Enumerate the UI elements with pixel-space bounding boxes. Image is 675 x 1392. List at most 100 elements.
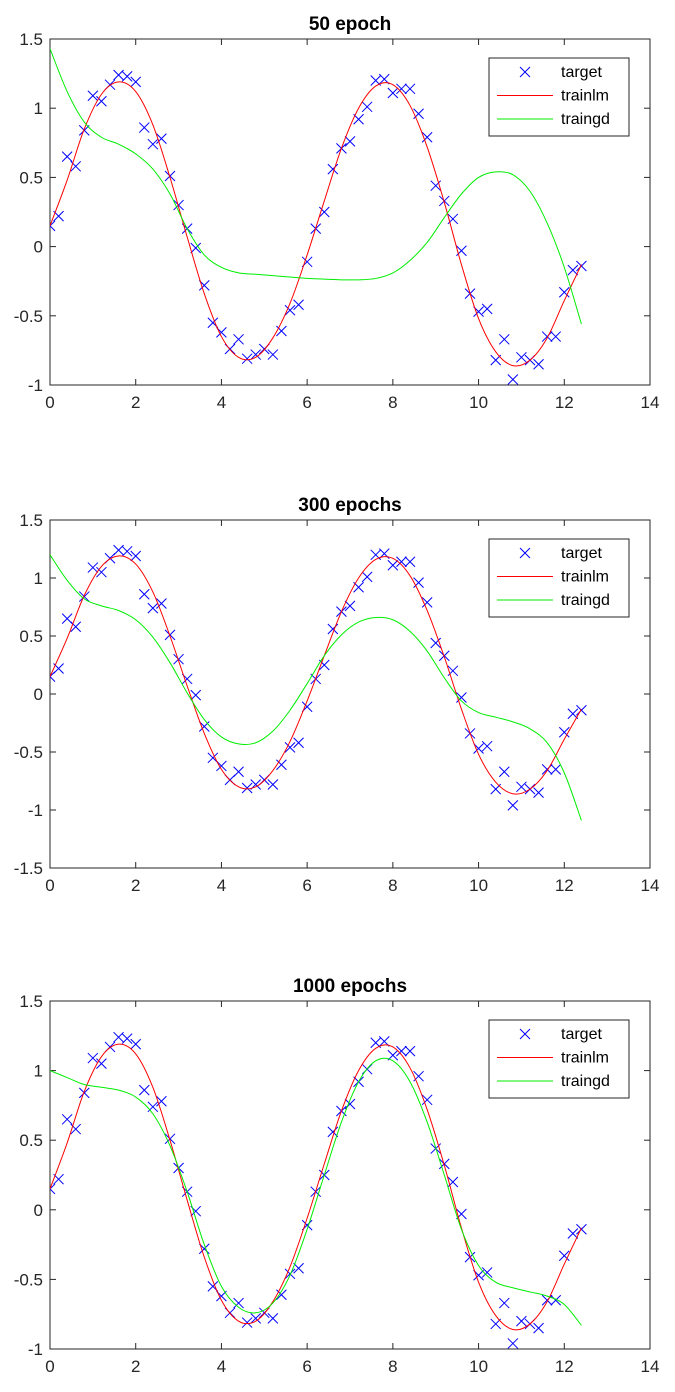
series-target [50, 544, 587, 811]
data-point-x-marker [121, 1033, 133, 1044]
data-point-x-marker [498, 333, 510, 345]
data-point-x-marker [130, 76, 142, 88]
data-point-x-marker [293, 1262, 304, 1274]
series-trainlm-line [50, 555, 582, 795]
data-point-x-marker [404, 556, 416, 568]
data-point-x-marker [481, 303, 493, 315]
data-point-x-marker [567, 1228, 579, 1239]
data-point-x-marker [96, 95, 107, 107]
x-tick-label: 6 [302, 393, 311, 412]
y-tick-label: 0 [34, 685, 43, 704]
data-point-x-marker [138, 1084, 150, 1096]
data-point-x-marker [404, 83, 416, 95]
data-point-x-marker [50, 1183, 56, 1195]
data-point-x-marker [130, 550, 142, 562]
data-point-x-marker [558, 286, 570, 298]
y-tick-label: -0.5 [14, 307, 43, 326]
y-tick-label: 0 [34, 1201, 43, 1220]
x-tick-label: 14 [641, 1357, 660, 1376]
data-point-x-marker [61, 1113, 73, 1125]
data-point-x-marker [70, 621, 82, 633]
x-tick-label: 10 [469, 1357, 488, 1376]
chart-title: 1000 epochs [293, 976, 407, 997]
series-target [50, 1031, 587, 1349]
data-point-x-marker [233, 1297, 244, 1309]
legend-swatch-x-marker [519, 547, 531, 559]
chart-title: 50 epoch [309, 14, 391, 35]
legend: target trainlm traingd [488, 57, 630, 137]
data-point-x-marker [533, 1322, 544, 1334]
data-point-x-marker [121, 545, 133, 557]
data-point-x-marker [284, 742, 296, 753]
x-tick-label: 6 [302, 876, 311, 895]
data-point-x-marker [344, 136, 356, 147]
data-point-x-marker [156, 1095, 167, 1107]
data-point-x-marker [413, 577, 424, 588]
y-tick-label: 1.5 [19, 992, 43, 1011]
legend-label: traingd [561, 592, 610, 609]
data-point-x-marker [558, 726, 570, 738]
subplot-2: 300 epochs 0 2 4 6 8 10 12 14 -1.5 -1 -0.5 0 0.5 1 1.5 t… [14, 495, 660, 895]
data-point-x-marker [576, 260, 587, 272]
data-point-x-marker [576, 1223, 587, 1235]
y-tick-label: -1 [28, 1340, 43, 1359]
data-point-x-marker [550, 331, 562, 342]
data-point-x-marker [96, 566, 107, 578]
data-point-x-marker [516, 781, 527, 793]
data-point-x-marker [87, 90, 99, 102]
data-point-x-marker [241, 1317, 253, 1328]
data-point-x-marker [576, 704, 587, 716]
data-point-x-marker [567, 708, 579, 720]
x-tick-label: 12 [555, 876, 574, 895]
data-point-x-marker [490, 354, 502, 366]
series-traingd-line [50, 1057, 582, 1326]
data-point-x-marker [387, 559, 399, 571]
data-point-x-marker [61, 151, 73, 162]
data-point-x-marker [567, 264, 579, 276]
legend-label: target [561, 545, 602, 562]
data-point-x-marker [396, 556, 407, 568]
data-point-x-marker [430, 637, 442, 649]
data-point-x-marker [78, 124, 90, 136]
y-tick-label: -0.5 [14, 743, 43, 762]
series-traingd-line [50, 554, 582, 821]
data-point-x-marker [284, 1268, 296, 1280]
data-point-x-marker [516, 1315, 527, 1327]
data-point-x-marker [353, 113, 364, 125]
data-point-x-marker [481, 1267, 493, 1278]
data-point-x-marker [113, 544, 124, 556]
legend-label: trainlm [561, 1050, 609, 1067]
x-tick-label: 0 [45, 393, 54, 412]
x-tick-label: 12 [555, 1357, 574, 1376]
data-point-x-marker [421, 597, 433, 608]
data-point-x-marker [284, 304, 296, 316]
data-point-x-marker [156, 133, 167, 145]
legend-swatch-x-marker [519, 1028, 531, 1040]
subplot-3: 1000 epochs 0 2 4 6 8 10 12 14 -1 -0.5 0 0.5 1 1.5 targ… [14, 976, 660, 1376]
y-tick-label: 0.5 [19, 1131, 43, 1150]
data-point-x-marker [533, 787, 544, 798]
y-tick-label: -1 [28, 801, 43, 820]
data-point-x-marker [387, 87, 399, 99]
data-point-x-marker [516, 351, 527, 363]
data-point-x-marker [507, 1338, 519, 1349]
data-point-x-marker [50, 220, 56, 232]
legend-label: traingd [561, 1073, 610, 1090]
data-point-x-marker [481, 740, 493, 752]
data-point-x-marker [267, 1313, 279, 1324]
x-tick-label: 10 [469, 876, 488, 895]
x-tick-label: 8 [388, 393, 397, 412]
data-point-x-marker [190, 242, 202, 254]
data-point-x-marker [216, 760, 227, 772]
legend-label: traingd [561, 111, 610, 128]
series-trainlm-line [50, 81, 582, 367]
data-point-x-marker [550, 764, 562, 775]
data-point-x-marker [190, 689, 202, 701]
data-point-x-marker [430, 180, 442, 192]
chart-title: 300 epochs [298, 495, 402, 516]
series-trainlm-line [50, 1043, 582, 1331]
data-point-x-marker [361, 571, 373, 583]
data-point-x-marker [318, 206, 330, 218]
